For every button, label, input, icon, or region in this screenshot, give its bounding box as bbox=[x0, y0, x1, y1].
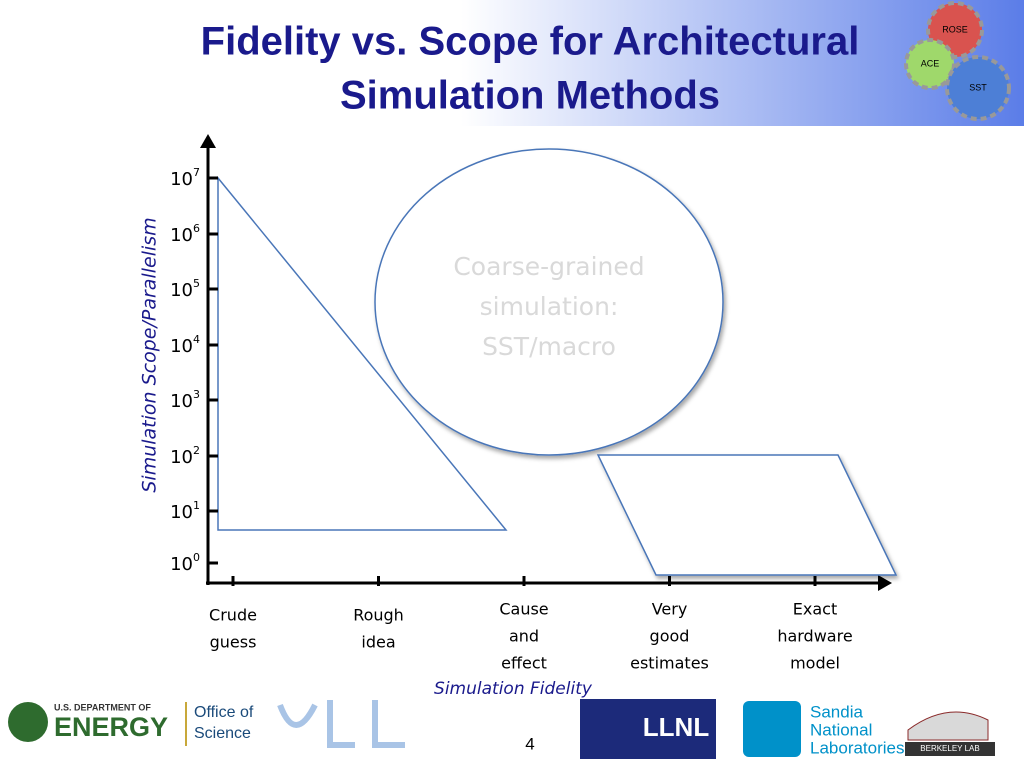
y-tick-label: 105 bbox=[170, 277, 200, 301]
doe-text: U.S. DEPARTMENT OF bbox=[54, 702, 151, 712]
parallelogram bbox=[596, 454, 898, 576]
y-tick-base: 10 bbox=[170, 280, 193, 301]
gear-label: ROSE bbox=[942, 24, 968, 34]
x-category-label: guess bbox=[210, 633, 257, 652]
y-tick-label: 100 bbox=[170, 551, 200, 575]
x-category-label: estimates bbox=[630, 654, 709, 673]
doe-text: ENERGY bbox=[54, 712, 168, 742]
lrl-logo bbox=[277, 700, 405, 748]
x-category-label: hardware bbox=[777, 627, 852, 646]
berkeley-text: BERKELEY LAB bbox=[920, 744, 979, 753]
sandia-text: National bbox=[810, 720, 872, 739]
y-tick-label: 103 bbox=[170, 388, 200, 412]
header-band bbox=[0, 0, 1024, 126]
triangle bbox=[217, 175, 508, 531]
sandia-text: Laboratories bbox=[810, 738, 905, 757]
y-axis-label: Simulation Scope/Parallelism bbox=[139, 217, 161, 492]
y-tick-exp: 0 bbox=[193, 551, 200, 564]
page-number: 4 bbox=[525, 734, 534, 753]
x-category-label: Cause bbox=[499, 600, 548, 619]
x-category-label: model bbox=[790, 654, 840, 673]
y-tick-exp: 6 bbox=[193, 222, 200, 235]
x-category-label: Rough bbox=[353, 606, 404, 625]
x-category-label: effect bbox=[501, 654, 547, 673]
x-category-label: good bbox=[650, 627, 690, 646]
y-tick-exp: 4 bbox=[193, 333, 200, 346]
sandia-mark bbox=[743, 701, 801, 757]
y-tick-exp: 2 bbox=[193, 444, 200, 457]
y-tick-base: 10 bbox=[170, 225, 193, 246]
gear-logo: ROSE ACE SST bbox=[904, 1, 1011, 121]
y-tick-label: 104 bbox=[170, 333, 200, 357]
title: Fidelity vs. Scope for Architectural bbox=[201, 20, 860, 64]
x-category-label: Very bbox=[652, 600, 688, 619]
y-tick-label: 101 bbox=[170, 499, 200, 523]
y-tick-base: 10 bbox=[170, 169, 193, 190]
y-tick-exp: 7 bbox=[193, 166, 200, 179]
x-category-label: idea bbox=[361, 633, 395, 652]
axis-arrow bbox=[200, 134, 216, 148]
x-category-label: Crude bbox=[209, 606, 257, 625]
y-tick-exp: 1 bbox=[193, 499, 200, 512]
ellipse-text: SST/macro bbox=[482, 332, 616, 361]
y-tick-label: 107 bbox=[170, 166, 200, 190]
y-tick-base: 10 bbox=[170, 391, 193, 412]
doe-seal bbox=[8, 702, 48, 742]
ellipse-text: simulation: bbox=[480, 292, 619, 321]
y-tick-base: 10 bbox=[170, 447, 193, 468]
sandia-text: Sandia bbox=[810, 702, 863, 721]
axis-arrow bbox=[878, 575, 892, 591]
y-tick-base: 10 bbox=[170, 336, 193, 357]
gear-label: ACE bbox=[921, 58, 940, 68]
llnl-box bbox=[580, 699, 716, 759]
x-category-label: Exact bbox=[793, 600, 837, 619]
y-tick-base: 10 bbox=[170, 554, 193, 575]
berkeley-bar bbox=[905, 742, 995, 756]
y-tick-label: 106 bbox=[170, 222, 200, 246]
y-tick-base: 10 bbox=[170, 502, 193, 523]
y-tick-exp: 5 bbox=[193, 277, 200, 290]
x-axis-label: Simulation Fidelity bbox=[434, 679, 593, 699]
ellipse-text: Coarse-grained bbox=[453, 252, 644, 281]
y-tick-exp: 3 bbox=[193, 388, 200, 401]
y-tick-label: 102 bbox=[170, 444, 200, 468]
berkeley-building bbox=[907, 711, 989, 741]
llnl-text: LLNL bbox=[643, 712, 710, 742]
ellipse bbox=[374, 148, 724, 456]
x-category-label: and bbox=[509, 627, 539, 646]
office-text: Office of bbox=[194, 704, 254, 721]
title: Simulation Methods bbox=[340, 74, 720, 118]
footer-logos: U.S. DEPARTMENT OF ENERGY Office of Scie… bbox=[8, 699, 995, 759]
gear-label: SST bbox=[969, 82, 987, 92]
office-text: Science bbox=[194, 725, 251, 742]
